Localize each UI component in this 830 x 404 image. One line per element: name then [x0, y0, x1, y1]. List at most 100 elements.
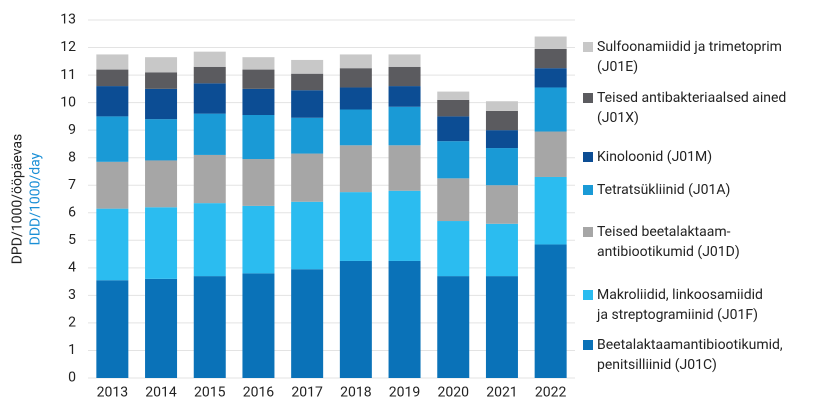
bar-segment [534, 36, 567, 49]
bar-segment [96, 280, 129, 378]
x-tick-label: 2013 [97, 385, 128, 401]
legend-label: Tetratsükliinid (J01A) [597, 182, 731, 198]
bar-segment [485, 110, 518, 131]
legend-label: Sulfoonamiidid ja trimetoprim (J01E) [597, 39, 782, 75]
bar-segment [339, 260, 372, 378]
bar-segment [145, 207, 178, 279]
bar-segment [534, 244, 567, 378]
bar-segment [437, 178, 470, 222]
bar-segment [534, 68, 567, 88]
bar-segment [437, 276, 470, 378]
y-axis-label: DPD/1000/ööpäevas [10, 134, 26, 265]
bar-segment [242, 69, 275, 89]
bar-segment [193, 113, 226, 155]
y-tick-label: 6 [68, 204, 76, 220]
legend-label: Makroliidid, linkoosamiidid ja streptogr… [597, 287, 763, 323]
legend-swatch [583, 93, 593, 103]
bar-segment [534, 48, 567, 69]
bar-segment [388, 260, 421, 378]
bar-segment [291, 90, 324, 118]
bar-segment [242, 159, 275, 206]
x-tick-label: 2022 [535, 385, 567, 401]
bar-segment [437, 141, 470, 179]
y-tick-label: 4 [68, 260, 76, 276]
bar-segment [193, 276, 226, 378]
bar-segment [242, 115, 275, 160]
legend-swatch [583, 42, 593, 52]
bar-segment [437, 221, 470, 277]
bar-segment [291, 201, 324, 270]
bar-segment [339, 145, 372, 193]
bar-segment [339, 54, 372, 69]
legend-swatch [583, 152, 593, 162]
legend-label: Beetalaktaamantibiootikumid, penitsillii… [597, 337, 783, 373]
bar-segment [145, 88, 178, 120]
legend-label: Kinoloonid (J01M) [597, 149, 713, 165]
bar-segment [291, 73, 324, 91]
bar-segment [193, 203, 226, 277]
bar-segment [485, 130, 518, 149]
y-tick-label: 2 [68, 315, 76, 331]
bar-segment [291, 153, 324, 202]
y-tick-label: 0 [68, 370, 76, 386]
y-tick-label: 5 [68, 232, 76, 248]
y-tick-label: 9 [68, 122, 76, 138]
bar-segment [388, 86, 421, 107]
bar-segment [485, 276, 518, 378]
bar-segment [96, 86, 129, 117]
y-tick-label: 12 [60, 39, 76, 55]
x-tick-label: 2017 [291, 385, 323, 401]
bar-segment [145, 72, 178, 89]
bar-segment [145, 57, 178, 73]
bar-segment [291, 269, 324, 378]
bar-segment [485, 223, 518, 277]
y-axis-label-2: DDD/1000/day [28, 152, 44, 245]
bar-segment [145, 119, 178, 161]
y-tick-label: 1 [68, 342, 76, 358]
y-tick-label: 13 [60, 12, 76, 28]
x-tick-label: 2016 [243, 385, 275, 401]
x-tick-label: 2015 [194, 385, 226, 401]
bar-segment [388, 54, 421, 67]
legend-swatch [583, 290, 593, 300]
y-tick-label: 10 [60, 94, 76, 110]
x-tick-label: 2020 [438, 385, 470, 401]
bar-segment [96, 161, 129, 209]
bar-segment [291, 59, 324, 74]
bar-segment [339, 109, 372, 146]
y-tick-label: 3 [68, 287, 76, 303]
bar-segment [534, 87, 567, 132]
bar-segment [437, 99, 470, 117]
bar-segment [388, 190, 421, 261]
legend-swatch [583, 340, 593, 350]
bar-segment [485, 185, 518, 224]
bar-segment [193, 66, 226, 84]
bar-segment [242, 88, 275, 116]
bar-segment [388, 145, 421, 191]
bar-segment [96, 208, 129, 281]
bar-segment [339, 87, 372, 110]
bar-segment [193, 154, 226, 204]
bar-segment [485, 101, 518, 111]
bar-segment [339, 192, 372, 261]
legend-label: Teised antibakteriaalsed ained (J01X) [597, 90, 787, 126]
bar-segment [437, 91, 470, 100]
bar-segment [437, 116, 470, 142]
bar-segment [485, 148, 518, 186]
bar-segment [96, 116, 129, 162]
bar-segment [388, 66, 421, 87]
x-tick-label: 2021 [486, 385, 517, 401]
legend-label: Teised beetalaktaam- antibiootikumid (J0… [597, 224, 740, 260]
bar-segment [96, 69, 129, 87]
bar-segment [534, 176, 567, 245]
bar-segment [193, 51, 226, 67]
y-tick-label: 7 [68, 177, 76, 193]
x-tick-label: 2019 [389, 385, 420, 401]
bar-segment [242, 57, 275, 70]
bar-segment [193, 83, 226, 114]
bar-segment [242, 273, 275, 378]
y-tick-label: 8 [68, 149, 76, 165]
x-tick-label: 2014 [145, 385, 177, 401]
